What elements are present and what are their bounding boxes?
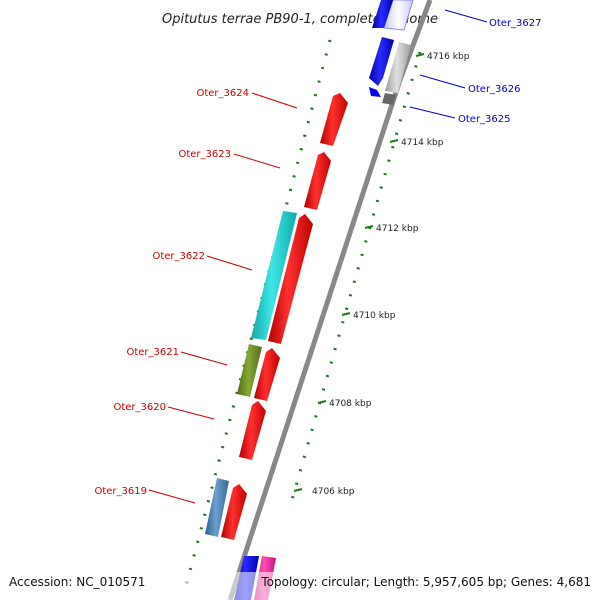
- gene-oter-3623-cds[interactable]: [304, 152, 331, 210]
- footer-backdrop: [0, 572, 600, 600]
- gene-oter-3621-cog[interactable]: [237, 344, 262, 397]
- gene-oter-3619-cds[interactable]: [221, 484, 247, 540]
- gene-label-oter-3622[interactable]: Oter_3622: [152, 251, 205, 262]
- cog-track-ticks-inner: [290, 51, 422, 501]
- genome-backbone: [227, 0, 433, 600]
- leader-oter-3620: [167, 406, 215, 420]
- gene-oter-3625-cog[interactable]: [382, 93, 396, 105]
- kbp-tick-mark: [364, 225, 374, 229]
- gene-oter-3624-cds[interactable]: [320, 93, 348, 146]
- kbp-tick-mark: [317, 400, 327, 404]
- gene-label-oter-3620[interactable]: Oter_3620: [113, 402, 166, 413]
- gene-label-oter-3627[interactable]: Oter_3627: [489, 18, 542, 29]
- kbp-label-4708: 4708 kbp: [329, 399, 372, 409]
- leader-oter-3627: [444, 9, 488, 23]
- kbp-tick-mark: [341, 312, 351, 316]
- kbp-tick-mark: [389, 139, 399, 143]
- gene-oter-3626-cog[interactable]: [385, 42, 411, 93]
- leader-oter-3624: [251, 92, 298, 109]
- kbp-tick-mark: [415, 53, 425, 57]
- genome-title: Opitutus terrae PB90-1, complete genome: [162, 12, 438, 27]
- kbp-label-4710: 4710 kbp: [353, 311, 396, 321]
- gene-label-oter-3625[interactable]: Oter_3625: [458, 114, 511, 125]
- leader-oter-3626: [419, 74, 466, 89]
- gene-oter-3622-cog[interactable]: [251, 211, 297, 340]
- gene-label-oter-3626[interactable]: Oter_3626: [468, 84, 521, 95]
- kbp-tick-mark: [293, 488, 303, 492]
- gene-oter-3626-cds[interactable]: [369, 37, 394, 86]
- leader-oter-3625: [409, 106, 456, 119]
- leader-oter-3621: [180, 351, 228, 366]
- gene-label-oter-3621[interactable]: Oter_3621: [126, 347, 179, 358]
- leader-oter-3623: [233, 153, 281, 169]
- kbp-label-4706: 4706 kbp: [312, 487, 355, 497]
- genome-summary-text: Topology: circular; Length: 5,957,605 bp…: [260, 575, 591, 589]
- gene-oter-3619-cog[interactable]: [205, 478, 229, 537]
- kbp-label-4714: 4714 kbp: [401, 138, 444, 148]
- gene-label-oter-3623[interactable]: Oter_3623: [178, 149, 231, 160]
- accession-text: Accession: NC_010571: [9, 575, 145, 589]
- gene-oter-3621-cds[interactable]: [254, 348, 280, 401]
- gene-oter-3620-cds[interactable]: [239, 401, 266, 460]
- kbp-label-4712: 4712 kbp: [376, 224, 419, 234]
- gene-label-oter-3619[interactable]: Oter_3619: [94, 486, 147, 497]
- gene-oter-3625-cds[interactable]: [369, 87, 381, 97]
- gene-oter-3622-cds[interactable]: [268, 214, 313, 344]
- kbp-label-4716: 4716 kbp: [427, 52, 470, 62]
- leader-oter-3619: [148, 489, 196, 504]
- kbp-ticks: [293, 53, 425, 492]
- gene-oter-3627-cds[interactable]: [372, 0, 393, 28]
- gene-label-oter-3624[interactable]: Oter_3624: [196, 88, 249, 99]
- leader-oter-3622: [206, 255, 253, 271]
